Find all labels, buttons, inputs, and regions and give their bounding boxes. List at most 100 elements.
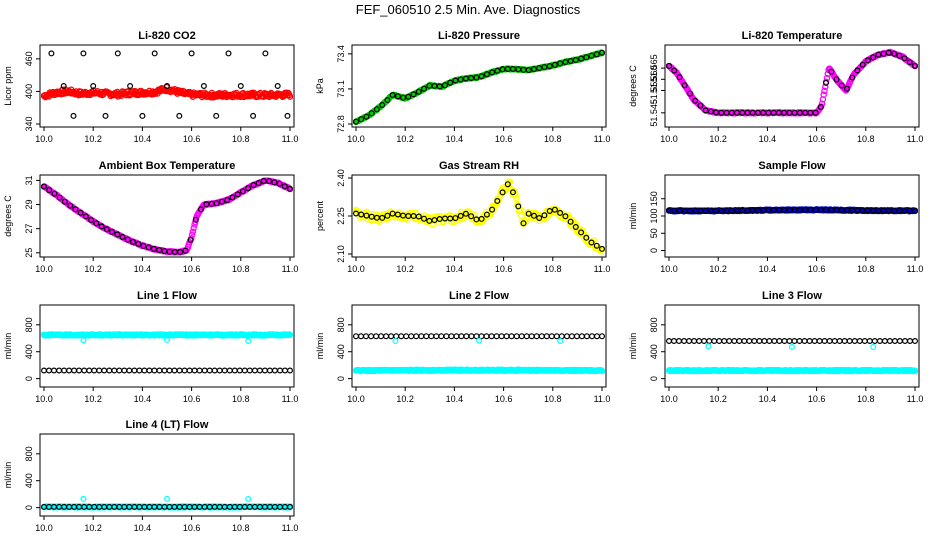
data-point	[666, 62, 672, 69]
data-point	[245, 338, 252, 345]
y-tick-label: 2.10	[336, 245, 346, 263]
data-point	[572, 220, 579, 227]
data-point	[379, 214, 386, 221]
series-low	[41, 367, 293, 374]
data-point	[675, 338, 682, 345]
chart-title: Line 1 Flow	[137, 290, 197, 302]
y-tick-label: 51.565	[649, 54, 659, 82]
x-tick-label: 10.4	[134, 134, 152, 144]
series-2-5-min	[48, 50, 291, 119]
data-point	[541, 212, 548, 219]
data-point	[421, 85, 428, 92]
figure-title: FEF_060510 2.5 Min. Ave. Diagnostics	[355, 2, 581, 17]
data-point	[448, 333, 455, 340]
data-point	[146, 367, 153, 374]
y-tick-label: 460	[24, 51, 34, 66]
x-tick-label: 10.2	[396, 394, 414, 404]
x-tick-label: 10.2	[84, 134, 102, 144]
data-point	[476, 337, 483, 344]
x-tick-label: 10.6	[183, 523, 201, 533]
data-point	[458, 333, 465, 340]
data-point	[136, 367, 143, 374]
data-point	[81, 367, 88, 374]
data-point	[250, 112, 257, 119]
data-point	[45, 367, 52, 374]
data-point	[447, 79, 454, 86]
data-point	[271, 179, 278, 186]
y-tick-label: 73.4	[336, 45, 346, 63]
data-point	[906, 338, 913, 345]
data-point	[816, 338, 823, 345]
data-point	[277, 367, 284, 374]
x-tick-label: 10.4	[134, 394, 152, 404]
data-point	[111, 367, 118, 374]
data-point	[812, 109, 819, 116]
data-point	[686, 90, 693, 97]
data-point	[489, 69, 496, 76]
chart-line1-flow: Line 1 Flow ml/min 0 400 800 10.0 10.2 10.4 10.6…	[3, 290, 298, 404]
data-point	[282, 90, 290, 97]
y-axis-label: percent	[315, 200, 325, 231]
data-point	[801, 338, 808, 345]
data-point	[182, 247, 189, 254]
data-point	[493, 333, 500, 340]
y-tick-label: 800	[24, 446, 34, 461]
data-point	[413, 333, 420, 340]
data-point	[846, 338, 853, 345]
y-axis-label: Licor ppm	[3, 66, 13, 106]
y-tick-label: 2.40	[336, 169, 346, 187]
x-tick-label: 10.4	[446, 394, 464, 404]
chart-title: Sample Flow	[758, 160, 826, 172]
y-axis-label: ml/min	[3, 462, 13, 489]
x-tick-label: 10.6	[495, 264, 513, 274]
data-point	[593, 333, 600, 340]
y-tick-label: 400	[24, 473, 34, 488]
data-point	[896, 52, 903, 59]
x-tick-label: 10.2	[84, 264, 102, 274]
y-tick-label: 400	[24, 84, 34, 99]
data-point	[245, 495, 252, 502]
data-point	[213, 112, 220, 119]
data-point	[96, 367, 103, 374]
y-tick-label: 50	[649, 228, 659, 238]
data-point	[140, 242, 147, 249]
data-point	[593, 51, 600, 58]
data-point	[102, 112, 109, 119]
x-tick-label: 10.6	[808, 134, 826, 144]
data-point	[166, 367, 173, 374]
data-point	[76, 367, 83, 374]
data-point	[876, 338, 883, 345]
series-2-5-min	[353, 49, 605, 125]
x-tick-label: 10.8	[857, 264, 875, 274]
data-point	[77, 209, 84, 216]
x-tick-label: 10.0	[660, 394, 678, 404]
data-point	[558, 333, 565, 340]
data-point	[246, 367, 253, 374]
x-tick-label: 10.0	[347, 394, 365, 404]
x-tick-label: 10.0	[660, 134, 678, 144]
data-point	[266, 178, 273, 185]
data-point	[226, 367, 233, 374]
y-tick-label: 800	[336, 317, 346, 332]
data-point	[578, 55, 585, 62]
data-point	[546, 63, 553, 70]
data-point	[255, 180, 262, 187]
series-1-min	[353, 49, 605, 126]
y-axis-label: ml/min	[628, 203, 638, 230]
x-tick-label: 11.0	[594, 394, 611, 404]
data-point	[870, 54, 877, 61]
x-tick-label: 10.0	[35, 264, 53, 274]
chart-rh: Gas Stream RH percent 2.10 2.25 2.40 10.0 10.2…	[315, 160, 610, 274]
data-point	[124, 236, 131, 243]
data-point	[463, 333, 470, 340]
series-high-outliers	[80, 336, 252, 345]
data-point	[192, 218, 199, 226]
plot-area	[666, 206, 918, 215]
data-point	[548, 333, 555, 340]
y-tick-label: 29	[24, 200, 34, 210]
data-point	[796, 338, 803, 345]
series-2-5-min	[41, 178, 293, 256]
data-point	[82, 213, 89, 220]
y-tick-label: 0	[24, 505, 34, 510]
